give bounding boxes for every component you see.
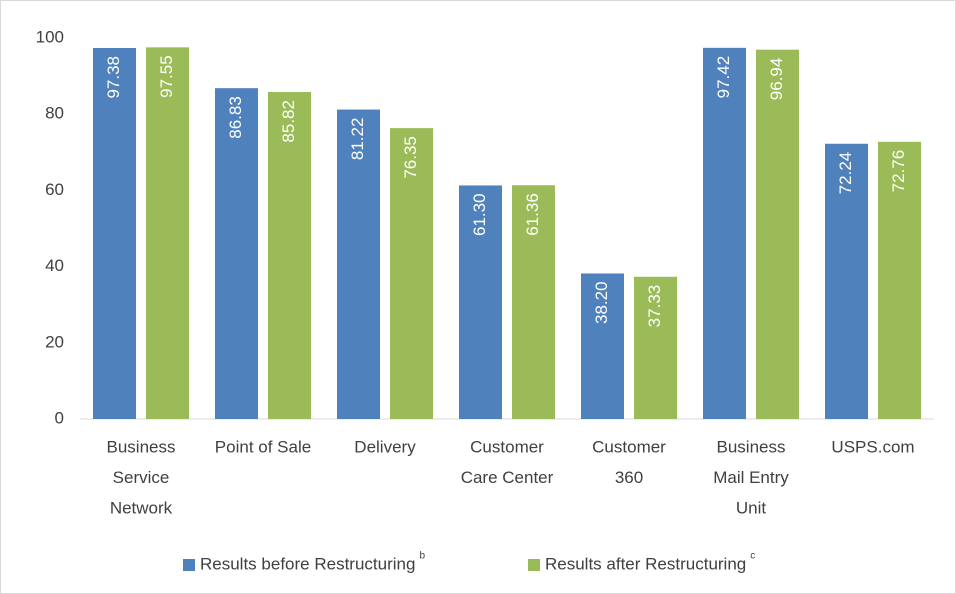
y-tick-label: 40: [45, 256, 64, 275]
x-tick-label: Unit: [736, 498, 767, 517]
x-tick-label: Customer: [470, 437, 544, 456]
y-tick-label: 0: [55, 408, 64, 427]
y-tick-label: 80: [45, 104, 64, 123]
bar: [825, 143, 868, 419]
bar: [581, 273, 624, 419]
value-label: 97.42: [714, 56, 733, 99]
bar: [337, 109, 380, 419]
x-tick-label: 360: [615, 468, 643, 487]
x-tick-label: Business: [717, 437, 786, 456]
value-label: 86.83: [226, 96, 245, 139]
bar: [459, 185, 502, 419]
value-label: 61.36: [523, 193, 542, 236]
y-tick-label: 100: [36, 27, 64, 46]
value-label: 96.94: [767, 58, 786, 101]
legend-swatch: [528, 559, 540, 571]
bar: [878, 141, 921, 419]
legend-swatch: [183, 559, 195, 571]
x-tick-label: Point of Sale: [215, 437, 311, 456]
bar: [93, 47, 136, 419]
x-tick-label: Network: [110, 498, 173, 517]
x-tick-label: USPS.com: [831, 437, 914, 456]
value-label: 85.82: [279, 100, 298, 143]
x-tick-label: Customer: [592, 437, 666, 456]
value-label: 72.76: [889, 150, 908, 193]
value-label: 81.22: [348, 118, 367, 161]
bar: [390, 128, 433, 419]
x-tick-label: Business: [107, 437, 176, 456]
value-label: 37.33: [645, 285, 664, 328]
value-label: 76.35: [401, 136, 420, 179]
value-label: 97.55: [157, 55, 176, 98]
legend-label: Results before Restructuring: [200, 554, 415, 573]
x-tick-label: Service: [113, 468, 170, 487]
bar: [756, 49, 799, 419]
bar: [634, 276, 677, 419]
y-tick-label: 60: [45, 180, 64, 199]
bar: [215, 88, 258, 419]
legend-note: b: [419, 551, 425, 562]
x-tick-label: Delivery: [354, 437, 416, 456]
bar: [146, 47, 189, 419]
y-tick-label: 20: [45, 332, 64, 351]
bar: [268, 92, 311, 419]
value-label: 97.38: [104, 56, 123, 99]
value-label: 72.24: [836, 152, 855, 195]
x-tick-label: Mail Entry: [713, 468, 789, 487]
value-label: 61.30: [470, 193, 489, 236]
bar: [512, 185, 555, 419]
legend-label: Results after Restructuring: [545, 554, 746, 573]
bar: [703, 47, 746, 419]
x-tick-label: Care Center: [461, 468, 554, 487]
value-label: 38.20: [592, 281, 611, 324]
legend-note: c: [750, 551, 755, 562]
